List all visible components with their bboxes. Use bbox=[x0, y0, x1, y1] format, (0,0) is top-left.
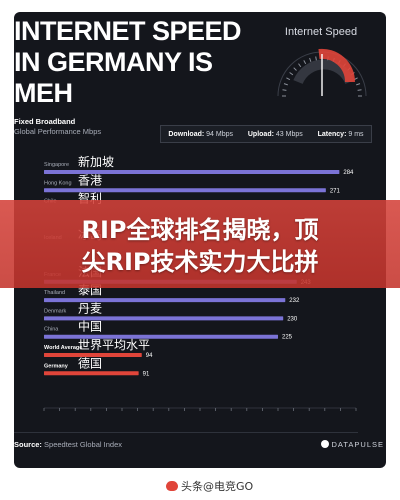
brand-logo: DATAPULSE bbox=[320, 440, 384, 449]
value-label: 271 bbox=[330, 188, 341, 194]
latency-label: Latency: bbox=[317, 130, 347, 138]
download-label: Download: bbox=[168, 130, 205, 138]
category-annotation: 新加坡 bbox=[78, 154, 114, 169]
value-label: 94 bbox=[146, 353, 153, 359]
bar bbox=[44, 188, 326, 193]
category-label: Hong Kong bbox=[44, 180, 72, 186]
bar bbox=[44, 371, 139, 376]
weibo-icon bbox=[166, 481, 178, 491]
download-stat: Download: 94 Mbps bbox=[168, 131, 233, 138]
category-label: Denmark bbox=[44, 308, 67, 314]
value-label: 230 bbox=[287, 316, 298, 322]
watermark: 头条@电竞GO bbox=[166, 478, 253, 494]
upload-value: 43 Mbps bbox=[275, 130, 303, 138]
banner-line-1: RIP全球排名揭晓，顶 bbox=[81, 216, 319, 244]
value-label: 232 bbox=[289, 298, 300, 304]
value-label: 225 bbox=[282, 335, 293, 341]
section-subtitle: Global Performance Mbps bbox=[14, 127, 102, 136]
upload-label: Upload: bbox=[247, 130, 274, 138]
value-label: 284 bbox=[343, 170, 354, 176]
datapulse-icon bbox=[320, 440, 329, 448]
banner-text: RIP全球排名揭晓，顶 尖RIP技术实力大比拼 bbox=[0, 214, 400, 278]
category-label: Thailand bbox=[44, 290, 65, 296]
source-label: Source: bbox=[14, 440, 42, 449]
category-label: World Average bbox=[44, 345, 82, 351]
brand-name: DATAPULSE bbox=[331, 440, 384, 449]
banner-line-2: 尖RIP技术实力大比拼 bbox=[81, 248, 319, 276]
bar bbox=[44, 353, 142, 357]
bar bbox=[44, 316, 284, 321]
headline: INTERNET SPEED IN GERMANY IS MEH bbox=[14, 16, 242, 108]
category-annotation: 香港 bbox=[78, 173, 102, 187]
title-banner bbox=[0, 200, 400, 288]
section-title: Fixed Broadband bbox=[14, 117, 76, 126]
watermark-text: 头条@电竞GO bbox=[181, 480, 254, 493]
category-label: Singapore bbox=[44, 162, 69, 168]
upload-stat: Upload: 43 Mbps bbox=[248, 131, 303, 138]
bar bbox=[44, 298, 286, 303]
speed-summary: Download: 94 Mbps Upload: 43 Mbps Latenc… bbox=[160, 125, 372, 143]
source-note: Source: Speedtest Global Index bbox=[14, 440, 122, 449]
footer-divider bbox=[14, 432, 358, 433]
category-annotation: 世界平均水平 bbox=[78, 338, 150, 352]
latency-stat: Latency: 9 ms bbox=[318, 131, 364, 138]
bar bbox=[44, 334, 278, 339]
category-label: China bbox=[44, 327, 59, 333]
category-annotation: 德国 bbox=[78, 355, 102, 370]
speed-gauge-icon bbox=[277, 48, 367, 97]
category-annotation: 丹麦 bbox=[78, 301, 102, 315]
category-label: Germany bbox=[44, 363, 69, 369]
value-label: 91 bbox=[143, 371, 150, 377]
gauge-title: Internet Speed bbox=[284, 26, 358, 38]
source-text: Speedtest Global Index bbox=[44, 440, 123, 449]
latency-value: 9 ms bbox=[348, 130, 364, 138]
download-value: 94 Mbps bbox=[206, 130, 234, 138]
category-annotation: 中国 bbox=[78, 319, 102, 334]
bar bbox=[44, 170, 340, 174]
